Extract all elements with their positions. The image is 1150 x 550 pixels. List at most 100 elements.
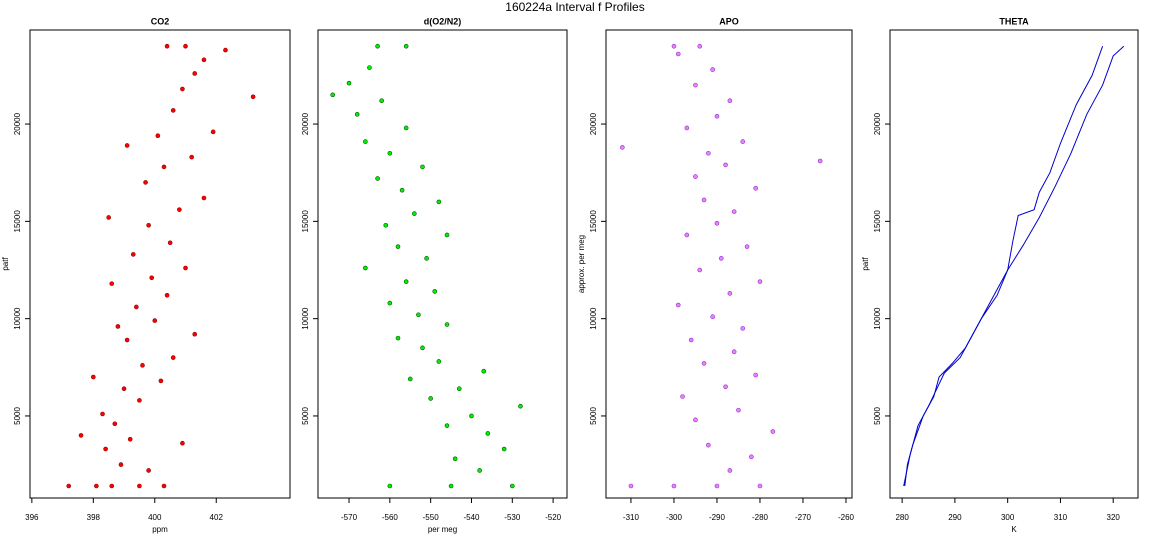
data-point bbox=[675, 51, 681, 57]
data-point bbox=[671, 43, 677, 49]
x-tick-label: 290 bbox=[948, 513, 962, 522]
data-point bbox=[140, 363, 145, 368]
data-point bbox=[164, 43, 170, 49]
y-tick-label: 20000 bbox=[589, 112, 598, 135]
data-point bbox=[485, 431, 491, 436]
data-point bbox=[680, 394, 685, 399]
y-tick-label: 20000 bbox=[873, 112, 882, 135]
data-point bbox=[675, 302, 681, 308]
y-tick-label: 15000 bbox=[589, 210, 598, 233]
data-point bbox=[753, 185, 758, 191]
data-point bbox=[731, 349, 737, 355]
data-point bbox=[477, 468, 482, 473]
y-tick-label: 5000 bbox=[589, 407, 598, 425]
data-point bbox=[201, 57, 207, 63]
data-point bbox=[403, 125, 409, 131]
x-tick-label: -520 bbox=[545, 513, 562, 522]
data-point bbox=[736, 407, 741, 413]
data-point bbox=[436, 359, 442, 364]
data-point bbox=[403, 43, 409, 49]
data-point bbox=[628, 483, 634, 489]
data-point bbox=[183, 265, 188, 271]
data-point bbox=[383, 222, 389, 228]
data-point bbox=[103, 446, 108, 452]
x-axis-label: ppm bbox=[152, 525, 168, 534]
data-point bbox=[66, 483, 72, 489]
y-tick-label: 15000 bbox=[301, 210, 310, 233]
x-tick-label: 400 bbox=[148, 513, 162, 522]
data-point bbox=[701, 361, 707, 366]
data-point bbox=[671, 483, 677, 489]
data-point bbox=[164, 293, 170, 298]
y-tick-label: 5000 bbox=[301, 407, 310, 425]
data-point bbox=[684, 232, 690, 238]
data-point bbox=[620, 145, 625, 150]
panel-title: CO2 bbox=[151, 16, 170, 26]
data-point bbox=[124, 337, 130, 343]
data-point bbox=[161, 483, 167, 489]
y-tick-label: 20000 bbox=[301, 112, 310, 135]
x-tick-label: -540 bbox=[463, 513, 480, 522]
y-tick-label: 15000 bbox=[13, 210, 22, 233]
data-point bbox=[118, 462, 124, 467]
data-point bbox=[436, 199, 442, 205]
x-axis-label: per meg bbox=[428, 525, 457, 534]
data-point bbox=[180, 86, 185, 92]
data-point bbox=[143, 180, 148, 185]
data-point bbox=[149, 275, 155, 281]
x-axis-label: K bbox=[1011, 525, 1017, 534]
data-point bbox=[757, 279, 763, 284]
data-point bbox=[731, 209, 737, 214]
data-point bbox=[124, 143, 130, 148]
data-point bbox=[78, 433, 84, 438]
data-point bbox=[749, 454, 754, 460]
data-point bbox=[146, 468, 151, 473]
data-point bbox=[346, 80, 352, 86]
data-point bbox=[693, 174, 698, 179]
data-point bbox=[223, 47, 228, 53]
data-point bbox=[688, 337, 694, 343]
data-point bbox=[137, 398, 142, 403]
data-point bbox=[387, 483, 393, 489]
y-tick-label: 5000 bbox=[13, 407, 22, 425]
data-point bbox=[693, 417, 698, 423]
data-point bbox=[403, 279, 409, 284]
y-axis-label: approx. per meg bbox=[577, 235, 586, 293]
panel-title: THETA bbox=[999, 16, 1029, 26]
data-point bbox=[375, 43, 380, 49]
profile-line bbox=[903, 45, 1125, 487]
x-tick-label: -560 bbox=[382, 513, 399, 522]
data-point bbox=[170, 108, 176, 113]
data-point bbox=[817, 158, 823, 164]
data-point bbox=[740, 139, 746, 144]
data-point bbox=[177, 207, 182, 212]
data-point bbox=[201, 195, 207, 201]
data-point bbox=[444, 322, 450, 327]
data-point bbox=[727, 468, 733, 473]
y-axis-label: patf bbox=[861, 257, 870, 271]
data-point bbox=[420, 345, 425, 351]
data-point bbox=[727, 291, 733, 296]
data-point bbox=[387, 150, 393, 156]
x-tick-label: -260 bbox=[838, 513, 855, 522]
data-point bbox=[432, 289, 438, 294]
data-point bbox=[354, 112, 360, 117]
data-point bbox=[481, 368, 487, 374]
x-tick-label: -270 bbox=[795, 513, 812, 522]
data-point bbox=[770, 429, 776, 434]
data-point bbox=[420, 164, 425, 170]
plot-frame bbox=[29, 29, 291, 499]
data-point bbox=[710, 67, 715, 72]
data-point bbox=[137, 483, 142, 489]
data-point bbox=[192, 71, 198, 76]
data-point bbox=[407, 376, 413, 382]
data-point bbox=[183, 43, 188, 49]
data-point bbox=[170, 355, 176, 360]
data-point bbox=[428, 396, 433, 401]
data-point bbox=[189, 154, 194, 160]
data-point bbox=[127, 437, 133, 442]
data-point bbox=[424, 256, 429, 261]
data-point bbox=[416, 312, 421, 318]
data-point bbox=[399, 187, 405, 193]
data-point bbox=[167, 240, 173, 246]
